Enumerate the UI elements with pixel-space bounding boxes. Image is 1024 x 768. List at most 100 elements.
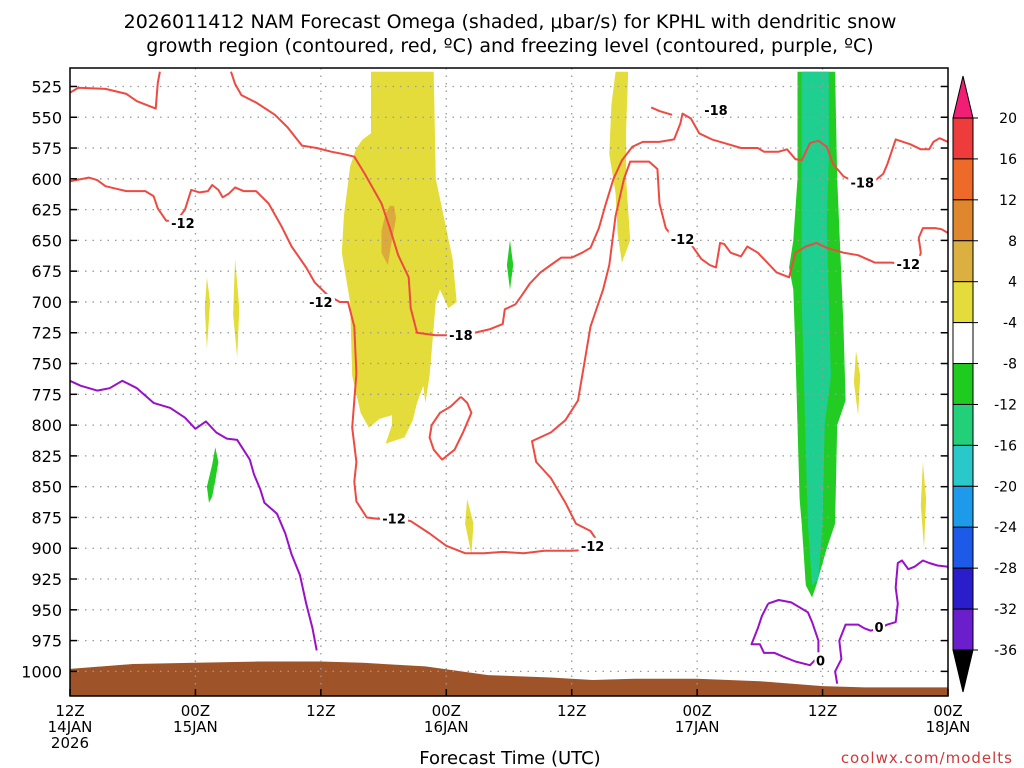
- colorbar: 20 16 12 8 4 -4 -8 -12 -16 -20 -24 -28 -32 -36: [952, 75, 1017, 693]
- contour-10: [750, 599, 820, 667]
- colorbar-segment: [952, 199, 974, 242]
- contour-label-bg: [894, 255, 923, 271]
- contour-label: -18: [851, 177, 875, 192]
- omega-region-yellow-small-5: [920, 462, 927, 549]
- contour-label-bg: [306, 293, 335, 309]
- y-axis-ticks: 525 550 575 600 625 650 675 700 725 750 775 800 825 8…: [21, 77, 948, 681]
- contour-label-bg: [446, 327, 475, 343]
- omega-region-yellow-small-1: [204, 277, 211, 349]
- omega-region-green-small-2: [206, 447, 219, 503]
- x-tick-label: 17JAN: [675, 718, 720, 736]
- colorbar-tick-label: -4: [1003, 316, 1017, 332]
- contour-label-bg: [168, 215, 197, 231]
- y-tick-label: 525: [31, 77, 62, 96]
- plot-frame: [69, 67, 949, 697]
- colorbar-tick-label: -28: [994, 561, 1017, 577]
- contour-label: 0: [816, 654, 825, 669]
- colorbar-segment: [952, 403, 974, 446]
- omega-region-teal-core: [801, 71, 831, 586]
- y-tick-label: 875: [31, 508, 62, 527]
- colorbar-segment: [952, 363, 974, 405]
- terrain-layer: [70, 661, 948, 696]
- colorbar-segment: [952, 567, 974, 610]
- x-tick-label: 00Z: [432, 702, 461, 720]
- chart-title-line-1: 2026011412 NAM Forecast Omega (shaded, μ…: [124, 11, 897, 33]
- contour-0: [69, 71, 161, 110]
- y-tick-label: 700: [31, 293, 62, 312]
- colorbar-segment: [952, 322, 974, 365]
- y-tick-label: 825: [31, 447, 62, 466]
- colorbar-segment: [952, 444, 974, 487]
- contour-label-bg: [578, 537, 607, 553]
- omega-region-yellow-small-3: [465, 499, 474, 555]
- contour-label: -12: [382, 513, 406, 528]
- x-tick-label: 12Z: [808, 702, 837, 720]
- y-tick-label: 775: [31, 385, 62, 404]
- contour-2: [398, 160, 949, 555]
- credit-text: coolwx.com/modelts: [841, 749, 1013, 767]
- colorbar-segment: [952, 158, 974, 201]
- contour-7: [428, 396, 473, 461]
- x-tick-label: 12Z: [55, 702, 84, 720]
- x-axis-label: Forecast Time (UTC): [419, 748, 600, 768]
- y-tick-label: 975: [31, 632, 62, 651]
- y-tick-label: 650: [31, 231, 62, 250]
- contour-label: -18: [449, 329, 473, 344]
- contour-label-bg: [701, 101, 730, 117]
- y-tick-label: 850: [31, 478, 62, 497]
- contour-lines: [69, 71, 949, 684]
- contour-3: [230, 71, 453, 337]
- y-tick-label: 925: [31, 570, 62, 589]
- y-tick-label: 900: [31, 539, 62, 558]
- colorbar-tick-label: -24: [994, 520, 1017, 536]
- contour-4: [469, 112, 857, 335]
- x-tick-label: 12Z: [306, 702, 335, 720]
- x-tick-label: 18JAN: [926, 718, 971, 736]
- omega-region-yellow-small-2: [233, 258, 240, 358]
- contour-label-bg: [814, 652, 827, 668]
- y-tick-label: 725: [31, 324, 62, 343]
- chart-title-line-2: growth region (contoured, red, ºC) and f…: [146, 35, 873, 57]
- colorbar-tick-label: -20: [994, 479, 1017, 495]
- colorbar-segment: [952, 608, 974, 651]
- contour-label-bg: [380, 510, 409, 526]
- contour-label-bg: [873, 619, 886, 635]
- colorbar-bottom-triangle: [952, 649, 974, 693]
- terrain-fill: [70, 661, 948, 696]
- omega-region-orange-core: [381, 205, 397, 265]
- contour-8: [69, 379, 318, 651]
- omega-shading: [204, 71, 927, 598]
- contour-label: -12: [897, 258, 921, 273]
- y-tick-label: 800: [31, 416, 62, 435]
- contour-label: -18: [704, 104, 728, 119]
- x-tick-label: 00Z: [181, 702, 210, 720]
- contour-6: [650, 106, 673, 116]
- colorbar-tick-label: -36: [994, 643, 1017, 659]
- x-tick-label: 14JAN: [48, 718, 93, 736]
- omega-region-green-small-1: [506, 240, 514, 290]
- colorbar-segment: [952, 526, 974, 569]
- x-tick-label: 12Z: [557, 702, 586, 720]
- x-tick-label: 00Z: [933, 702, 962, 720]
- colorbar-tick-label: 8: [1008, 234, 1017, 250]
- colorbar-tick-label: 20: [999, 111, 1017, 127]
- colorbar-tick-label: -12: [994, 397, 1017, 413]
- contour-label: -12: [171, 217, 195, 232]
- contour-label: -12: [671, 233, 695, 248]
- colorbar-top-triangle: [952, 75, 974, 119]
- y-tick-label: 600: [31, 170, 62, 189]
- colorbar-tick-label: 12: [999, 193, 1017, 209]
- contour-label: 0: [874, 621, 883, 636]
- contour-label-bg: [668, 231, 697, 247]
- colorbar-segment: [952, 281, 974, 324]
- colorbar-segment: [952, 485, 974, 528]
- colorbar-tick-label: -32: [994, 602, 1017, 618]
- omega-region-yellow-small-4: [853, 351, 861, 416]
- x-tick-label: 2026: [51, 734, 89, 752]
- contour-9: [834, 559, 949, 684]
- y-tick-label: 675: [31, 262, 62, 281]
- contour-1: [69, 176, 399, 520]
- y-tick-label: 550: [31, 108, 62, 127]
